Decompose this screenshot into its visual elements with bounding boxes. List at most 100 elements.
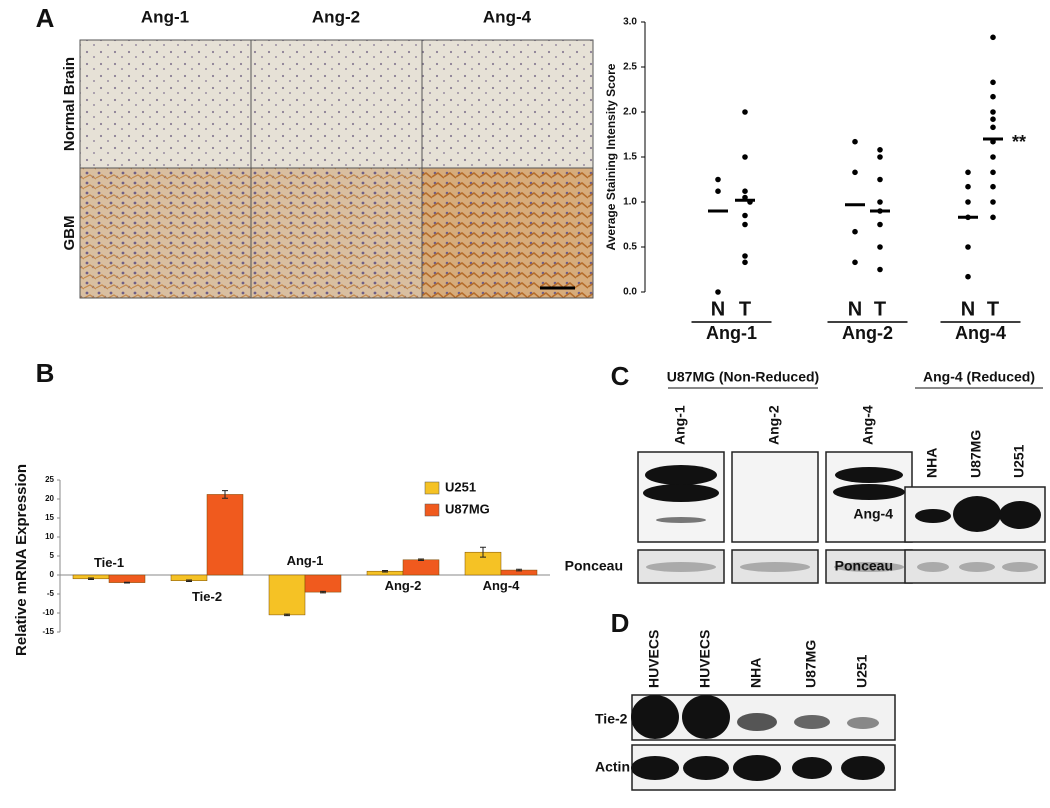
error-bar [516,568,522,572]
error-bar [284,613,290,617]
data-point [852,169,858,176]
data-point [990,183,996,190]
legend-swatch [424,481,440,495]
bar [402,559,440,576]
y-tick-label: 5 [50,551,55,560]
y-axis-label: Relative mRNA Expression [13,464,30,656]
panel-label: A [36,3,55,33]
data-point [742,109,748,115]
y-tick-label: 15 [45,513,54,522]
y-tick-label: 0.0 [623,287,637,298]
data-point [990,169,996,176]
data-point [877,176,883,183]
y-tick-label: 1.5 [623,152,637,163]
data-point [990,214,996,221]
data-point [990,109,996,115]
data-point [742,154,748,160]
panel-label: B [36,358,55,388]
y-tick-label: 25 [45,475,54,484]
category-label: Ang-2 [385,578,422,593]
blot-title: U87MG (Non-Reduced) [667,369,819,385]
lane-label: Ang-2 [766,405,782,445]
lane-label: Ang-1 [672,405,688,445]
data-point [877,266,883,273]
lane-label: U87MG [968,430,984,478]
bar [206,494,244,576]
bar [268,574,306,616]
lane-label: U251 [1011,444,1027,478]
data-point [852,259,858,266]
y-axis-label: Average Staining Intensity Score [604,63,618,250]
column-header: Ang-2 [312,7,360,26]
data-point [742,253,748,259]
data-point [990,79,996,86]
annotation: ** [1012,132,1026,152]
bar [108,574,146,583]
data-point [742,188,748,194]
error-bar [480,546,486,558]
column-header: Ang-4 [483,7,532,26]
y-tick-label: 3.0 [623,17,637,28]
y-tick-label: 20 [45,494,54,503]
panel-label: D [611,608,630,638]
error-bar [88,577,94,581]
data-point [877,154,883,160]
error-bar [418,558,424,562]
y-tick-label: -10 [42,608,54,617]
blot-title: Ang-4 (Reduced) [923,369,1035,385]
x-tick-label: T [874,298,886,320]
x-tick-label: N [961,298,975,320]
x-tick-label: T [739,298,751,320]
row-label: Ang-4 [853,506,893,522]
legend-swatch [424,503,440,517]
x-tick-label: N [848,298,862,320]
data-point [715,289,721,295]
row-label: Ponceau [565,558,623,574]
y-tick-label: 0 [50,570,55,579]
data-point [965,169,971,176]
lane-label: HUVECS [697,630,713,688]
x-tick-label: T [987,298,999,320]
data-point [965,244,971,250]
row-label: Ponceau [835,558,893,574]
error-bar [382,569,388,573]
row-label: GBM [61,216,78,251]
row-label: Actin [595,759,630,775]
y-tick-label: -5 [47,589,55,598]
y-tick-label: 0.5 [623,242,637,253]
data-point [965,199,971,205]
bar [304,574,342,593]
y-tick-label: 10 [45,532,54,541]
data-point [715,176,721,183]
row-label: Normal Brain [61,57,78,151]
data-point [742,221,748,228]
y-tick-label: 2.5 [623,62,637,73]
row-label: Tie-2 [595,711,628,727]
category-label: Tie-2 [192,589,222,604]
data-point [990,199,996,205]
data-point [852,138,858,145]
lane-label: NHA [748,658,764,688]
lane-label: HUVECS [646,630,662,688]
x-tick-label: N [711,298,725,320]
data-point [990,154,996,160]
error-bar [186,579,192,582]
error-bar [124,581,130,584]
data-point [742,212,748,219]
legend-label: U87MG [445,501,490,516]
lane-label: U87MG [803,640,819,688]
data-point [877,221,883,228]
data-point [877,199,883,205]
data-point [990,116,996,122]
data-point [742,259,748,266]
data-point [965,273,971,280]
data-point [990,124,996,131]
y-tick-label: 1.0 [623,197,637,208]
category-label: Tie-1 [94,555,124,570]
y-tick-label: -15 [42,627,54,636]
data-point [715,188,721,194]
lane-label: Ang-4 [860,405,876,445]
legend-label: U251 [445,479,476,494]
y-tick-label: 2.0 [623,107,637,118]
